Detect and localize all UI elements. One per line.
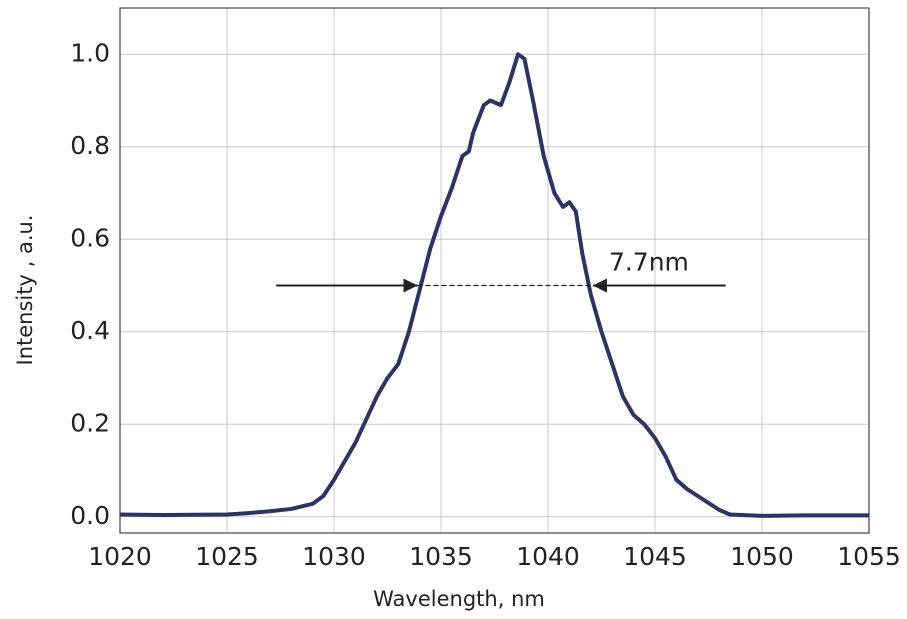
x-tick-label: 1030 [302,542,366,571]
x-tick-label: 1040 [516,542,580,571]
y-tick-label: 0.8 [70,131,110,160]
spectrum-line [119,52,869,518]
x-axis-label: Wavelength, nm [373,587,545,611]
x-tick-label: 1055 [837,542,901,571]
x-tick-label: 1035 [409,542,473,571]
fwhm-label: 7.7nm [609,248,689,277]
plot-frame [119,7,870,534]
x-tick-label: 1050 [730,542,794,571]
y-tick-label: 0.0 [70,501,110,530]
y-tick-label: 0.6 [70,223,110,252]
y-axis-label: Intensity , a.u. [13,215,37,366]
y-tick-label: 1.0 [70,38,110,67]
x-tick-label: 1020 [88,542,152,571]
x-tick-label: 1025 [195,542,259,571]
grid [119,8,870,533]
y-tick-label: 0.2 [70,408,110,437]
y-tick-label: 0.4 [70,316,110,345]
x-tick-label: 1045 [623,542,687,571]
